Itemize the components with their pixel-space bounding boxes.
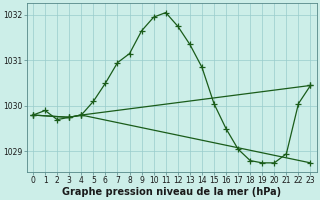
X-axis label: Graphe pression niveau de la mer (hPa): Graphe pression niveau de la mer (hPa) bbox=[62, 187, 281, 197]
